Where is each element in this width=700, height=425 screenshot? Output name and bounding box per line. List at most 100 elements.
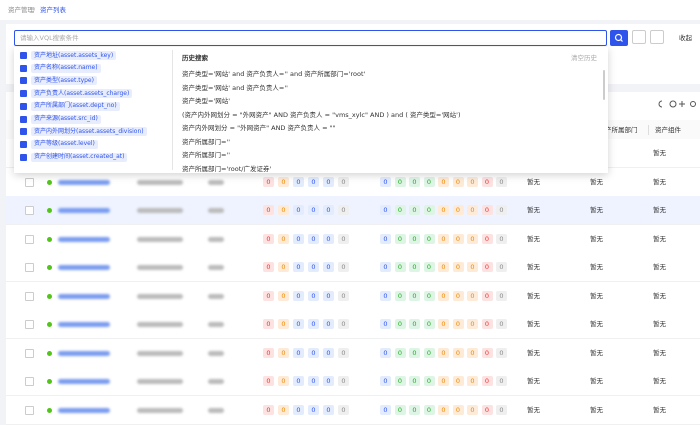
count-badge: 0 bbox=[380, 176, 391, 187]
asset-type bbox=[208, 208, 224, 213]
asset-ip bbox=[137, 236, 183, 242]
field-checkbox[interactable] bbox=[20, 102, 27, 110]
table-row[interactable] bbox=[6, 253, 700, 282]
row-checkbox[interactable] bbox=[25, 177, 34, 187]
save-button[interactable] bbox=[632, 30, 646, 44]
export-button[interactable] bbox=[650, 30, 664, 44]
count-badge: 0 bbox=[481, 290, 493, 301]
count-badge: 0 bbox=[338, 290, 349, 301]
field-checkbox[interactable] bbox=[20, 153, 27, 161]
count-badge: 0 bbox=[278, 205, 289, 215]
asset-address[interactable] bbox=[58, 236, 110, 242]
history-item[interactable]: 资产所属部门='' bbox=[182, 151, 231, 159]
history-item[interactable]: 资产所属部门='root/广发证券' bbox=[182, 164, 272, 173]
row-checkbox[interactable] bbox=[25, 234, 34, 244]
count-badge: 0 bbox=[263, 233, 274, 244]
field-option[interactable]: 资产创建时间(asset.created_at) bbox=[31, 152, 128, 162]
field-option[interactable]: 资产地址(asset.assets_key) bbox=[31, 51, 117, 60]
count-badge: 0 bbox=[438, 233, 449, 244]
history-item[interactable]: 资产类型='网站' bbox=[182, 97, 231, 105]
table-row[interactable] bbox=[6, 395, 700, 425]
field-option[interactable]: 资产内外网划分(asset.assets_division) bbox=[31, 127, 147, 137]
history-item[interactable]: 资产内外网划分 = "外网资产" AND 资产负责人 = "" bbox=[182, 124, 336, 132]
scrollbar[interactable] bbox=[603, 70, 605, 100]
count-badge: 0 bbox=[394, 319, 406, 329]
row-checkbox[interactable] bbox=[25, 320, 34, 329]
count-badge: 0 bbox=[263, 290, 274, 301]
count-badge: 0 bbox=[467, 376, 478, 386]
row-checkbox[interactable] bbox=[25, 291, 34, 301]
field-checkbox[interactable] bbox=[20, 128, 27, 136]
field-checkbox[interactable] bbox=[20, 90, 27, 98]
status-dot bbox=[47, 265, 52, 270]
cell-text: 暂无 bbox=[590, 234, 603, 243]
count-badge: 0 bbox=[423, 376, 435, 386]
asset-address[interactable] bbox=[58, 407, 110, 413]
history-item[interactable]: 资产类型='网站' and 资产负责人='' bbox=[182, 83, 288, 92]
field-option[interactable]: 资产等级(asset.level) bbox=[31, 139, 98, 149]
clear-history[interactable]: 清空历史 bbox=[571, 54, 597, 62]
count-badge: 0 bbox=[481, 233, 493, 244]
count-badge: 0 bbox=[467, 176, 478, 187]
status-dot bbox=[47, 208, 52, 213]
field-option[interactable]: 资产所属部门(asset.dept_no) bbox=[31, 101, 120, 111]
row-checkbox[interactable] bbox=[25, 206, 34, 215]
asset-address[interactable] bbox=[58, 322, 110, 327]
history-item[interactable]: 资产所属部门='' bbox=[182, 137, 231, 146]
cell-text: 暂无 bbox=[527, 291, 540, 300]
count-badge: 0 bbox=[496, 319, 507, 329]
cell-text: 暂无 bbox=[527, 377, 540, 385]
table-tools[interactable] bbox=[655, 98, 700, 110]
row-checkbox[interactable] bbox=[25, 348, 34, 358]
collapse-button[interactable]: 收起 bbox=[679, 34, 692, 42]
history-item[interactable]: 资产类型='网站' and 资产负责人='' and 资产所属部门='root' bbox=[182, 70, 366, 78]
count-badge: 0 bbox=[338, 347, 349, 358]
count-badge: 0 bbox=[452, 205, 464, 215]
asset-address[interactable] bbox=[58, 208, 110, 213]
cell-text: 暂无 bbox=[653, 149, 666, 157]
count-badge: 0 bbox=[452, 176, 464, 187]
asset-address[interactable] bbox=[58, 179, 110, 185]
row-checkbox[interactable] bbox=[25, 377, 34, 386]
row-checkbox[interactable] bbox=[25, 405, 34, 415]
field-checkbox[interactable] bbox=[20, 64, 27, 72]
field-option[interactable]: 资产类型(asset.type) bbox=[31, 76, 97, 86]
count-badge: 0 bbox=[323, 205, 334, 215]
field-checkbox[interactable] bbox=[20, 115, 27, 123]
count-badge: 0 bbox=[323, 290, 334, 301]
count-badge: 0 bbox=[293, 347, 304, 358]
count-badge: 0 bbox=[323, 262, 334, 272]
count-badge: 0 bbox=[438, 347, 449, 358]
field-option[interactable]: 资产名称(asset.name) bbox=[31, 63, 101, 73]
field-checkbox[interactable] bbox=[20, 52, 27, 59]
asset-type bbox=[208, 179, 224, 185]
status-dot bbox=[47, 179, 52, 185]
asset-address[interactable] bbox=[58, 265, 110, 270]
search-button[interactable] bbox=[610, 30, 628, 46]
field-option[interactable]: 资产来源(asset.src_id) bbox=[31, 114, 101, 124]
asset-address[interactable] bbox=[58, 350, 110, 356]
asset-address[interactable] bbox=[58, 293, 110, 299]
count-badge: 0 bbox=[409, 347, 420, 358]
count-badge: 0 bbox=[308, 376, 319, 386]
row-checkbox[interactable] bbox=[25, 263, 34, 272]
count-badge: 0 bbox=[323, 176, 334, 187]
count-badge: 0 bbox=[423, 233, 435, 244]
breadcrumb-parent[interactable]: 资产管理 bbox=[8, 6, 34, 14]
asset-address[interactable] bbox=[58, 379, 110, 384]
count-badge: 0 bbox=[409, 176, 420, 187]
field-option[interactable]: 资产负责人(asset.assets_charge) bbox=[31, 89, 133, 99]
cell-text: 暂无 bbox=[653, 377, 666, 385]
cell-text: 暂无 bbox=[590, 348, 603, 357]
count-badge: 0 bbox=[308, 233, 319, 244]
field-checkbox[interactable] bbox=[20, 140, 27, 148]
table-row[interactable] bbox=[6, 196, 700, 225]
cell-text: 暂无 bbox=[590, 405, 603, 414]
cell-text: 暂无 bbox=[527, 206, 540, 214]
history-item[interactable]: (资产内外网划分 = "外网资产" AND 资产负责人 = "vms_xylc"… bbox=[182, 110, 461, 119]
cell-text: 暂无 bbox=[590, 291, 603, 300]
count-badge: 0 bbox=[308, 347, 319, 358]
search-input[interactable] bbox=[14, 30, 607, 46]
field-checkbox[interactable] bbox=[20, 77, 27, 85]
history-title: 历史搜索 bbox=[182, 54, 208, 62]
